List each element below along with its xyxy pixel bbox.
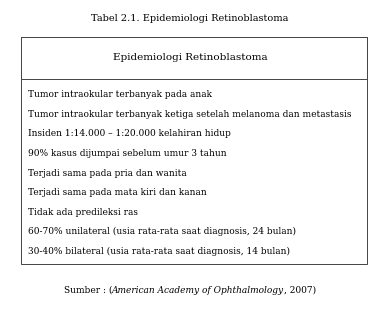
Text: Epidemiologi Retinoblastoma: Epidemiologi Retinoblastoma (113, 53, 267, 62)
Text: Terjadi sama pada mata kiri dan kanan: Terjadi sama pada mata kiri dan kanan (28, 188, 207, 197)
Text: Tabel 2.1. Epidemiologi Retinoblastoma: Tabel 2.1. Epidemiologi Retinoblastoma (91, 14, 289, 23)
Text: Terjadi sama pada pria dan wanita: Terjadi sama pada pria dan wanita (28, 168, 187, 178)
Text: 60-70% unilateral (usia rata-rata saat diagnosis, 24 bulan): 60-70% unilateral (usia rata-rata saat d… (28, 227, 296, 236)
Text: Tumor intraokular terbanyak ketiga setelah melanoma dan metastasis: Tumor intraokular terbanyak ketiga setel… (28, 110, 352, 119)
Text: Sumber : (: Sumber : ( (63, 286, 112, 295)
Text: 90% kasus dijumpai sebelum umur 3 tahun: 90% kasus dijumpai sebelum umur 3 tahun (28, 149, 227, 158)
Text: Insiden 1:14.000 – 1:20.000 kelahiran hidup: Insiden 1:14.000 – 1:20.000 kelahiran hi… (28, 129, 231, 138)
Text: Tidak ada predileksi ras: Tidak ada predileksi ras (28, 208, 138, 217)
Text: American Academy of Ophthalmology: American Academy of Ophthalmology (112, 286, 284, 295)
Text: 30-40% bilateral (usia rata-rata saat diagnosis, 14 bulan): 30-40% bilateral (usia rata-rata saat di… (28, 247, 290, 256)
Text: Tumor intraokular terbanyak pada anak: Tumor intraokular terbanyak pada anak (28, 90, 212, 99)
Text: , 2007): , 2007) (284, 286, 317, 295)
